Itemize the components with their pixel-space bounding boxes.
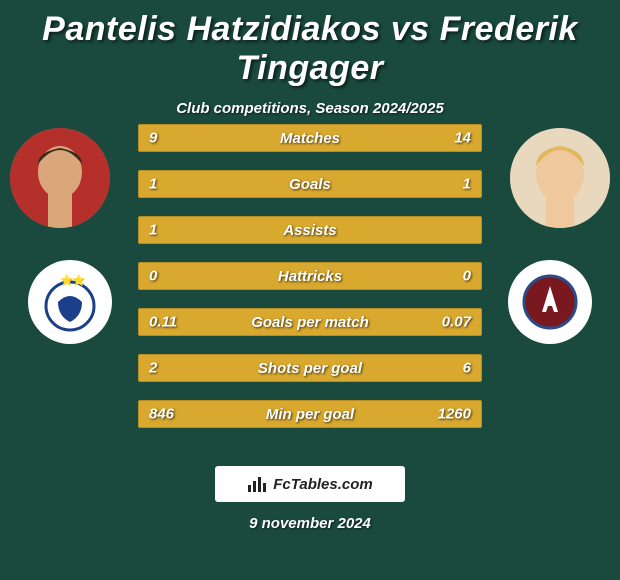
stat-row: 0.11 Goals per match 0.07 <box>138 308 482 336</box>
stat-right-value: 6 <box>463 360 471 377</box>
club-right-badge <box>508 260 592 344</box>
player-right-face-icon <box>510 128 610 228</box>
stat-left-value: 0 <box>149 268 157 285</box>
stat-left-value: 9 <box>149 130 157 147</box>
page-title: Pantelis Hatzidiakos vs Frederik Tingage… <box>0 10 620 88</box>
stat-left-value: 1 <box>149 176 157 193</box>
stat-left-value: 2 <box>149 360 157 377</box>
stat-label: Goals <box>289 176 331 193</box>
stat-label: Shots per goal <box>258 360 362 377</box>
club-left-badge: ⭐⭐ <box>28 260 112 344</box>
stat-left-value: 0.11 <box>149 314 177 331</box>
fctables-link[interactable]: FcTables.com <box>215 466 405 502</box>
stat-row: 1 Assists <box>138 216 482 244</box>
stat-right-value: 0.07 <box>442 314 471 331</box>
club-left-icon: ⭐⭐ <box>40 272 100 332</box>
player-left-face-icon <box>10 128 110 228</box>
stat-label: Hattricks <box>278 268 342 285</box>
club-right-icon <box>520 272 580 332</box>
stat-row: 1 Goals 1 <box>138 170 482 198</box>
stat-left-value: 846 <box>149 406 174 423</box>
stat-label: Matches <box>280 130 340 147</box>
stat-left-value: 1 <box>149 222 157 239</box>
stat-right-value: 1260 <box>438 406 471 423</box>
svg-text:⭐: ⭐ <box>72 274 86 287</box>
comparison-card: Pantelis Hatzidiakos vs Frederik Tingage… <box>0 0 620 580</box>
stat-row: 0 Hattricks 0 <box>138 262 482 290</box>
stat-label: Goals per match <box>251 314 369 331</box>
stat-row: 846 Min per goal 1260 <box>138 400 482 428</box>
bar-chart-icon <box>247 475 269 493</box>
stat-label: Assists <box>283 222 336 239</box>
stat-right-value: 1 <box>463 176 471 193</box>
player-right-avatar <box>510 128 610 228</box>
date-text: 9 november 2024 <box>249 515 371 532</box>
subtitle: Club competitions, Season 2024/2025 <box>0 100 620 117</box>
stat-rows: 9 Matches 14 1 Goals 1 1 Assists 0 Hattr… <box>138 124 482 446</box>
stat-row: 2 Shots per goal 6 <box>138 354 482 382</box>
stat-right-value: 0 <box>463 268 471 285</box>
stat-label: Min per goal <box>266 406 354 423</box>
stat-right-value: 14 <box>454 130 471 147</box>
logo-text: FcTables.com <box>273 476 372 493</box>
stat-row: 9 Matches 14 <box>138 124 482 152</box>
player-left-avatar <box>10 128 110 228</box>
